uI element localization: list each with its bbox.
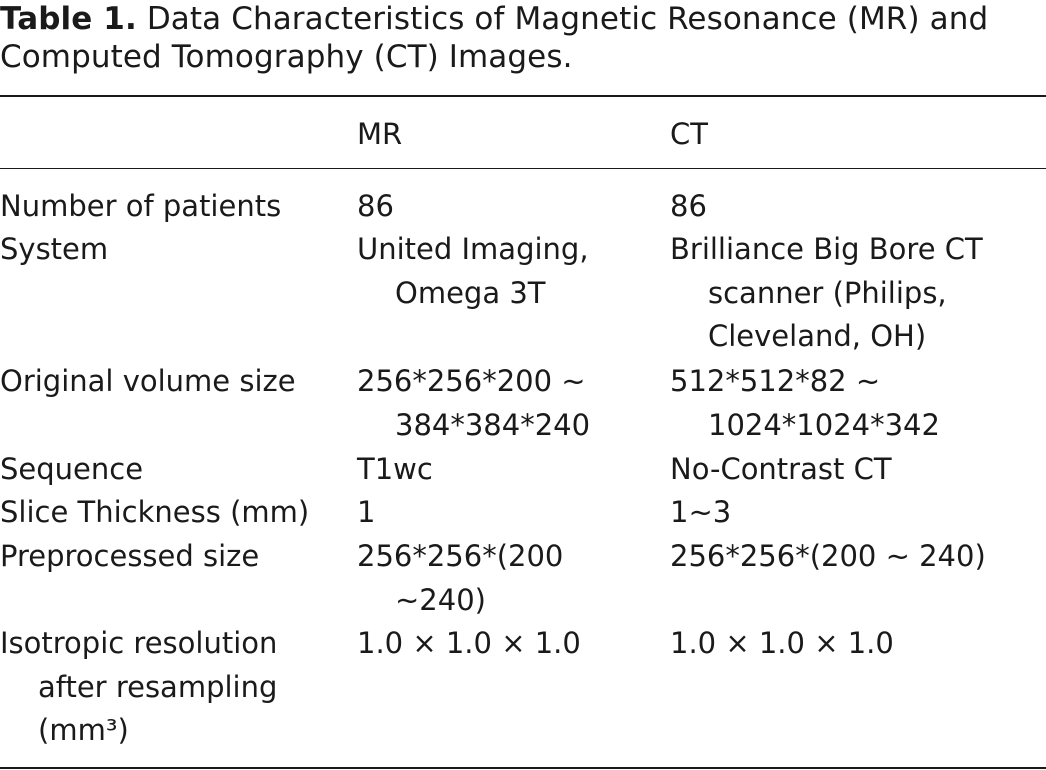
table-caption-text: Data Characteristics of Magnetic Resonan… <box>0 1 989 75</box>
row-label-sequence: Sequence <box>0 452 144 486</box>
cell-ct-preprocessed-size: 256*256*(200 ∼ 240) <box>670 539 986 573</box>
cell-mr-slice-thickness: 1 <box>357 495 376 529</box>
table-top-rule <box>0 95 1046 97</box>
header-cell-mr: MR <box>357 117 403 151</box>
cell-ct-isotropic-resolution: 1.0 × 1.0 × 1.0 <box>670 626 894 660</box>
cell-mr-sequence: T1wc <box>357 452 433 486</box>
cell-mr-system: United Imaging, Omega 3T <box>357 232 589 310</box>
row-label-isotropic-resolution: Isotropic resolution after resampling (m… <box>0 626 278 747</box>
header-cell-ct: CT <box>670 117 708 151</box>
cell-mr-isotropic-resolution: 1.0 × 1.0 × 1.0 <box>357 626 581 660</box>
table-bottom-rule <box>0 767 1046 769</box>
table-caption-label: Table 1. <box>0 1 137 37</box>
row-label-slice-thickness: Slice Thickness (mm) <box>0 495 310 529</box>
cell-mr-patients: 86 <box>357 189 394 223</box>
table-header-rule <box>0 168 1046 169</box>
cell-ct-slice-thickness: 1∼3 <box>670 495 732 529</box>
row-label-patients: Number of patients <box>0 189 282 223</box>
row-label-system: System <box>0 232 109 266</box>
cell-ct-volume-size: 512*512*82 ∼ 1024*1024*342 <box>670 364 940 442</box>
cell-ct-system: Brilliance Big Bore CT scanner (Philips,… <box>670 232 983 353</box>
cell-mr-volume-size: 256*256*200 ∼ 384*384*240 <box>357 364 591 442</box>
cell-mr-preprocessed-size: 256*256*(200 ∼240) <box>357 539 564 617</box>
cell-ct-patients: 86 <box>670 189 707 223</box>
table-caption: Table 1. Data Characteristics of Magneti… <box>0 0 1040 76</box>
row-label-preprocessed-size: Preprocessed size <box>0 539 260 573</box>
row-label-volume-size: Original volume size <box>0 364 296 398</box>
cell-ct-sequence: No-Contrast CT <box>670 452 892 486</box>
